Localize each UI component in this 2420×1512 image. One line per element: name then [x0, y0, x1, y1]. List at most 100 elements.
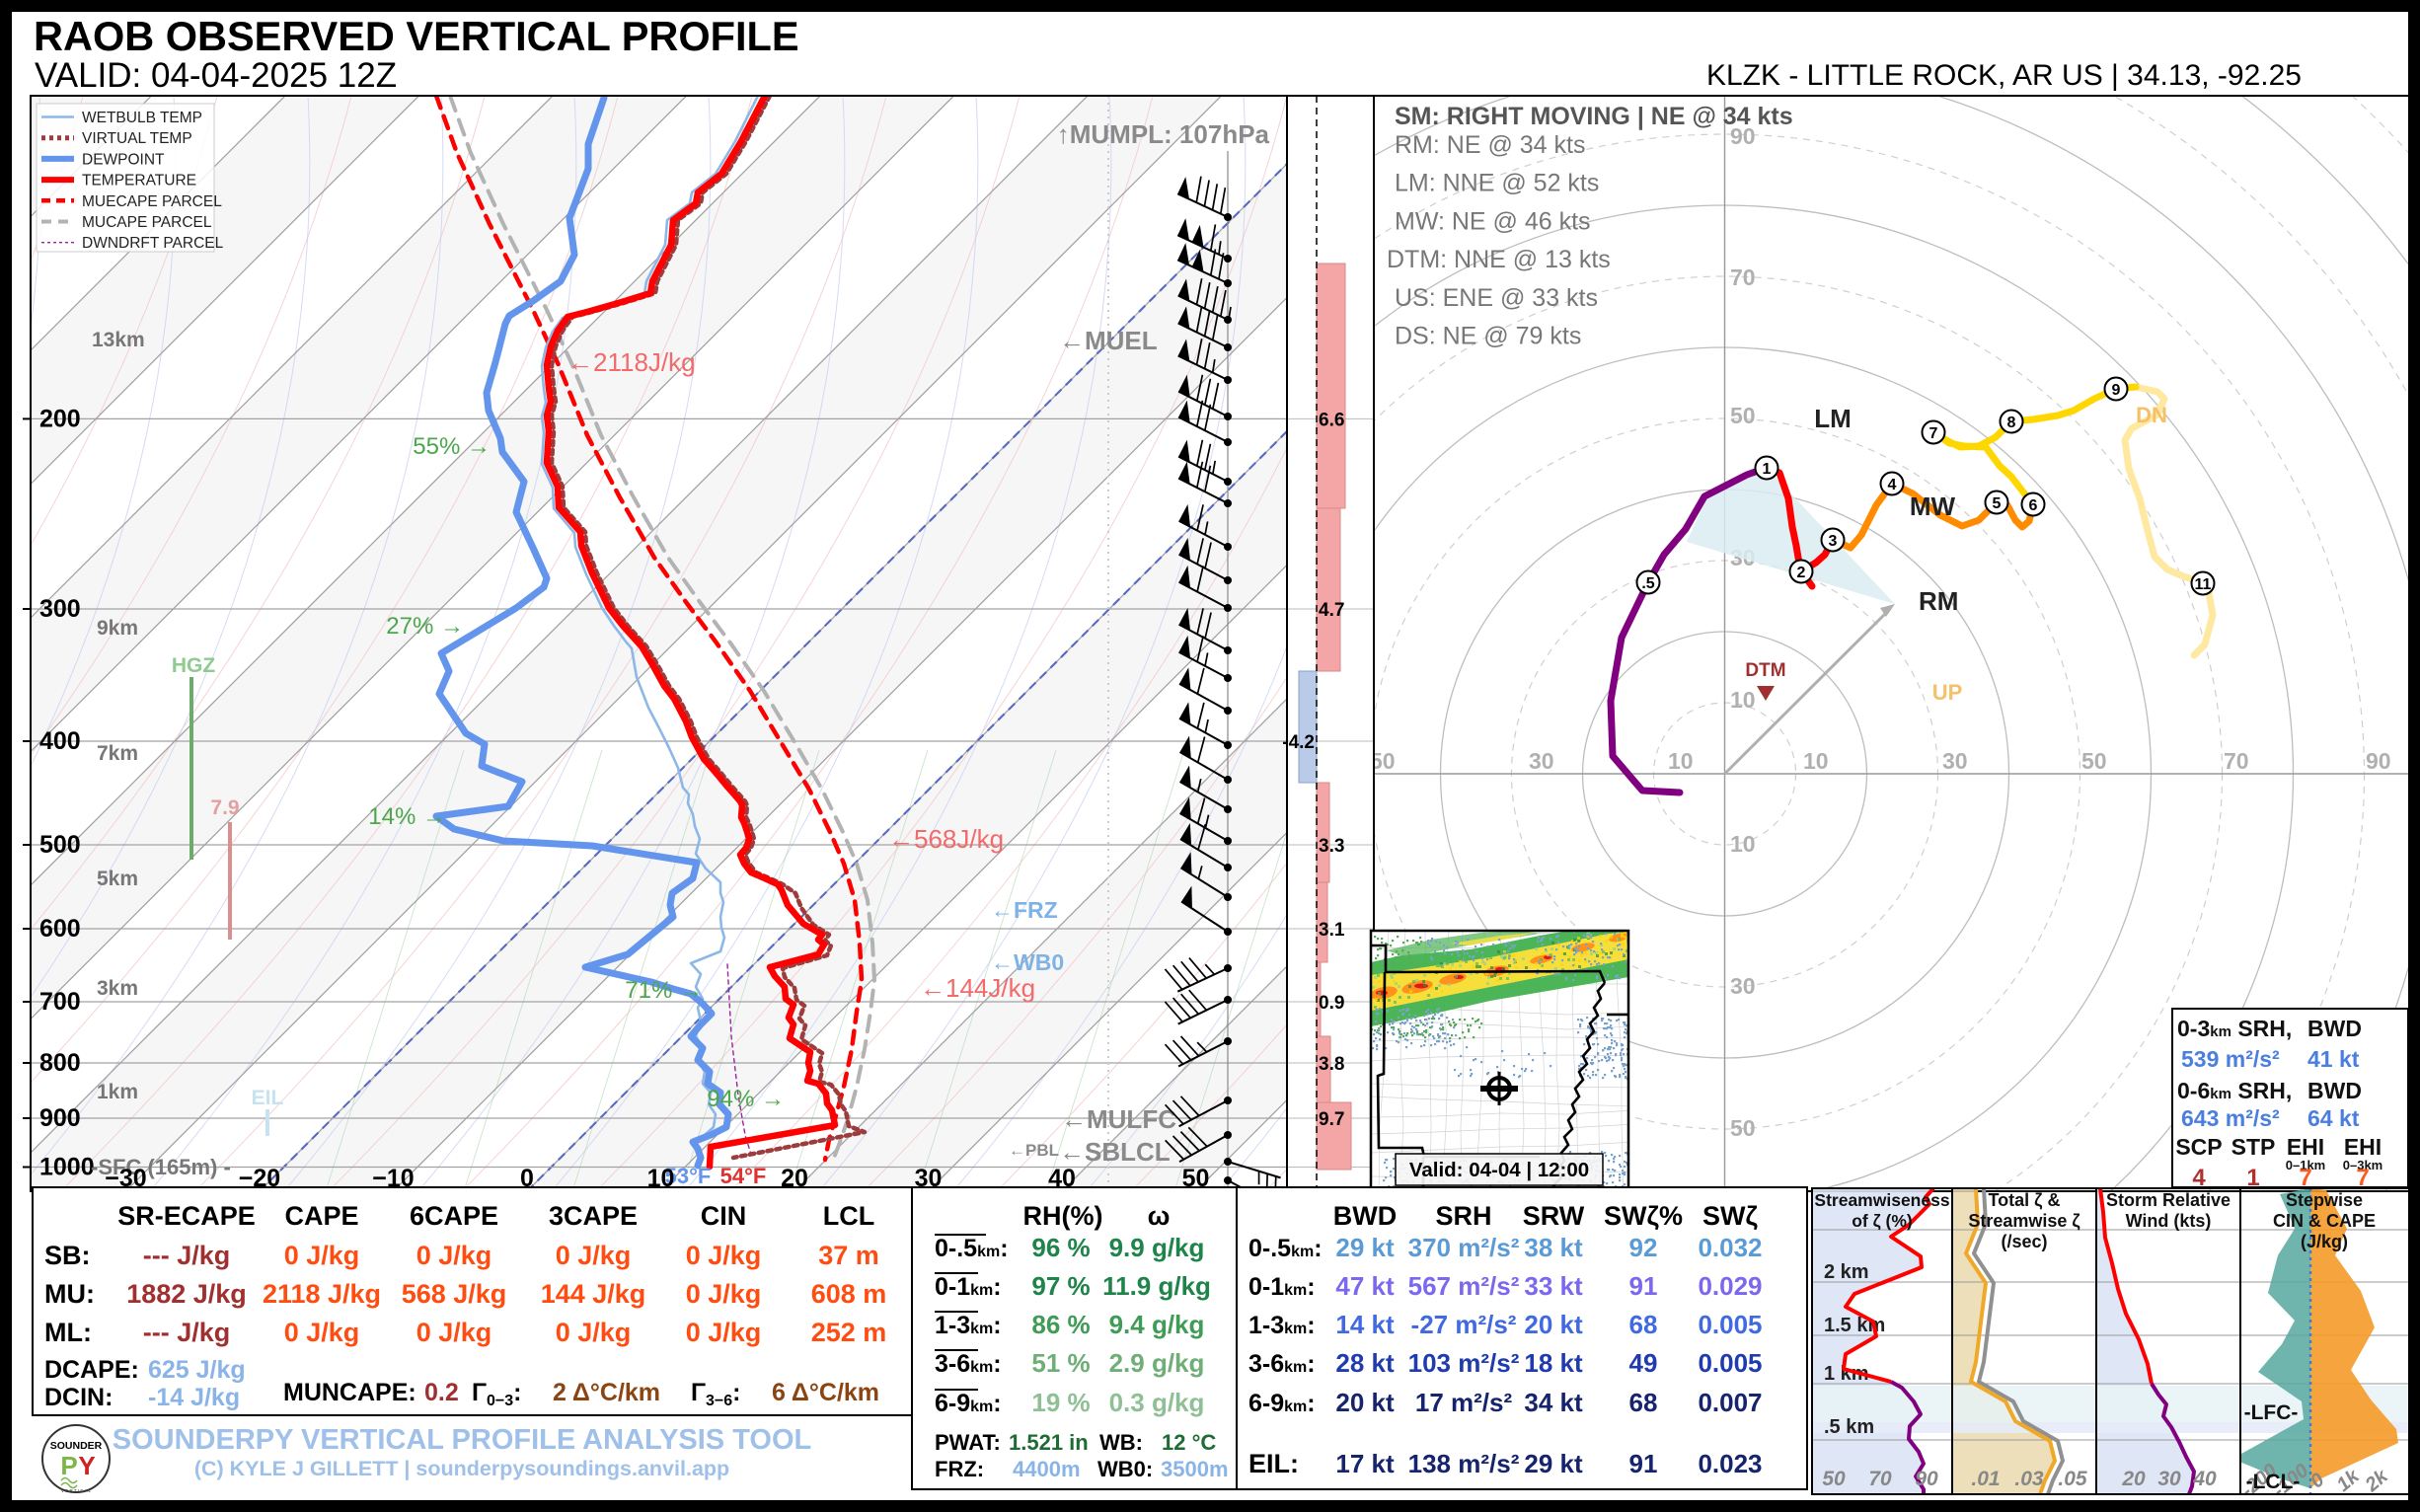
svg-text:DTM: NNE @ 13 kts: DTM: NNE @ 13 kts	[1387, 246, 1611, 273]
svg-text:103 m²/s²: 103 m²/s²	[1408, 1348, 1520, 1378]
svg-text:138 m²/s²: 138 m²/s²	[1408, 1449, 1520, 1478]
svg-text:EHI: EHI	[2287, 1134, 2324, 1160]
svg-text:0: 0	[520, 1165, 534, 1192]
svg-text:MW: MW	[1910, 491, 1956, 521]
svg-text:4400m: 4400m	[1013, 1457, 1081, 1481]
svg-text:34 kt: 34 kt	[1524, 1388, 1583, 1417]
svg-text:←SBLCL: ←SBLCL	[1059, 1137, 1171, 1167]
svg-text:ML:: ML:	[44, 1318, 92, 1347]
svg-text:608 m: 608 m	[811, 1279, 887, 1309]
svg-text:700: 700	[39, 988, 81, 1016]
svg-text:(/sec): (/sec)	[2001, 1232, 2047, 1251]
svg-text:P: P	[60, 1451, 77, 1480]
svg-text:567 m²/s²: 567 m²/s²	[1408, 1271, 1520, 1301]
svg-text:90: 90	[2366, 748, 2391, 774]
svg-text:900: 900	[39, 1104, 81, 1132]
svg-text:0-.5km:: 0-.5km:	[935, 1235, 1009, 1262]
svg-text:1km: 1km	[97, 1081, 138, 1103]
svg-text:14 kt: 14 kt	[1335, 1310, 1395, 1339]
svg-text:10: 10	[1730, 687, 1756, 713]
svg-text:90: 90	[1915, 1468, 1938, 1490]
svg-text:SOUNDER: SOUNDER	[50, 1440, 103, 1452]
svg-text:SCP: SCP	[2175, 1134, 2222, 1160]
svg-text:DCIN:: DCIN:	[44, 1384, 113, 1411]
svg-text:55% →: 55% →	[413, 433, 491, 460]
svg-text:9.9 g/kg: 9.9 g/kg	[1109, 1233, 1205, 1262]
svg-text:7: 7	[2299, 1165, 2311, 1191]
svg-text:0 J/kg: 0 J/kg	[556, 1241, 632, 1270]
svg-text:0.005: 0.005	[1698, 1310, 1762, 1339]
svg-text:STP: STP	[2231, 1134, 2276, 1160]
svg-text:2 Δ°C/km: 2 Δ°C/km	[553, 1379, 660, 1406]
svg-text:←2118J/kg: ←2118J/kg	[567, 347, 696, 377]
svg-text:CIN & CAPE: CIN & CAPE	[2273, 1211, 2376, 1231]
svg-text:64 kt: 64 kt	[2307, 1105, 2360, 1131]
svg-text:8: 8	[2007, 415, 2016, 431]
svg-text:0.023: 0.023	[1698, 1449, 1762, 1478]
svg-text:4: 4	[2192, 1165, 2206, 1191]
svg-text:70: 70	[1730, 265, 1756, 290]
svg-text:54°F: 54°F	[720, 1164, 767, 1188]
svg-text:3CAPE: 3CAPE	[549, 1201, 638, 1231]
svg-text:2 km: 2 km	[1824, 1261, 1869, 1283]
svg-text:Valid: 04-04 | 12:00: Valid: 04-04 | 12:00	[1409, 1159, 1589, 1181]
svg-text:6.6: 6.6	[1319, 410, 1344, 430]
svg-text:20 kt: 20 kt	[1335, 1388, 1395, 1417]
svg-text:EIL: EIL	[252, 1087, 284, 1109]
svg-text:30: 30	[1942, 748, 1968, 774]
svg-text:VALID: 04-04-2025 12Z: VALID: 04-04-2025 12Z	[35, 56, 397, 95]
svg-text:300: 300	[39, 595, 81, 623]
svg-text:←MULFC: ←MULFC	[1061, 1104, 1176, 1134]
svg-text:0.007: 0.007	[1698, 1388, 1762, 1417]
svg-text:CAPE: CAPE	[284, 1201, 358, 1231]
svg-text:9.7: 9.7	[1319, 1109, 1344, 1130]
svg-text:0-3km SRH,: 0-3km SRH,	[2177, 1016, 2292, 1041]
svg-text:37 m: 37 m	[818, 1241, 879, 1270]
svg-text:50: 50	[2081, 748, 2107, 774]
svg-text:Streamwiseness: Streamwiseness	[1814, 1190, 1949, 1210]
svg-text:50: 50	[1822, 1468, 1846, 1490]
svg-text:7km: 7km	[97, 742, 138, 765]
svg-text:6CAPE: 6CAPE	[410, 1201, 498, 1231]
svg-text:7: 7	[1929, 425, 1938, 442]
svg-text:-LFC-: -LFC-	[2244, 1401, 2299, 1424]
svg-text:DTM: DTM	[1745, 660, 1785, 681]
svg-text:20: 20	[2121, 1468, 2146, 1490]
svg-text:←WB0: ←WB0	[991, 949, 1064, 975]
svg-text:MUNCAPE:: MUNCAPE:	[283, 1379, 416, 1406]
svg-text:7.9: 7.9	[210, 796, 239, 819]
svg-text:97 %: 97 %	[1031, 1271, 1090, 1301]
svg-text:70: 70	[2224, 748, 2249, 774]
svg-text:18 kt: 18 kt	[1524, 1348, 1583, 1378]
svg-text:500: 500	[39, 831, 81, 859]
svg-text:0.2: 0.2	[424, 1379, 459, 1406]
svg-text:400: 400	[39, 727, 81, 755]
svg-text:MUCAPE PARCEL: MUCAPE PARCEL	[82, 214, 212, 231]
svg-text:90: 90	[1730, 123, 1756, 149]
svg-text:27% →: 27% →	[386, 613, 464, 640]
svg-text:1000: 1000	[39, 1154, 95, 1181]
svg-text:49: 49	[1629, 1348, 1658, 1378]
svg-text:11: 11	[2195, 576, 2212, 593]
svg-text:WB:: WB:	[1099, 1430, 1143, 1455]
svg-text:PWAT:: PWAT:	[935, 1430, 1001, 1455]
svg-text:568 J/kg: 568 J/kg	[402, 1279, 507, 1309]
svg-text:10: 10	[1803, 748, 1829, 774]
svg-text:17 m²/s²: 17 m²/s²	[1415, 1388, 1513, 1417]
svg-text:←568J/kg: ←568J/kg	[888, 824, 1004, 854]
svg-text:91: 91	[1629, 1449, 1658, 1478]
svg-text:LM: NNE @ 52 kts: LM: NNE @ 52 kts	[1395, 170, 1599, 197]
svg-text:.01: .01	[1971, 1468, 2000, 1490]
svg-text:EHI: EHI	[2344, 1134, 2382, 1160]
svg-text:0–3km: 0–3km	[2343, 1158, 2382, 1172]
svg-text:RAOB OBSERVED VERTICAL PROFILE: RAOB OBSERVED VERTICAL PROFILE	[34, 13, 799, 59]
svg-text:0-6km SRH,: 0-6km SRH,	[2177, 1078, 2292, 1103]
svg-text:BWD: BWD	[2307, 1016, 2362, 1041]
svg-text:RM: NE @ 34 kts: RM: NE @ 34 kts	[1395, 131, 1585, 159]
svg-text:70: 70	[1868, 1468, 1892, 1490]
svg-text:BWD: BWD	[2307, 1078, 2362, 1103]
svg-text:20 kt: 20 kt	[1524, 1310, 1583, 1339]
svg-text:1.521 in: 1.521 in	[1009, 1430, 1089, 1455]
svg-text:10: 10	[1730, 831, 1756, 857]
svg-text:14% →: 14% →	[368, 803, 446, 830]
